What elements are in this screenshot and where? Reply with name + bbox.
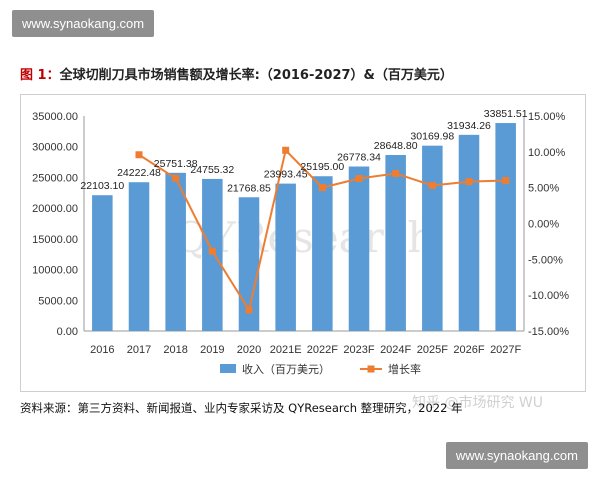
zhihu-watermark: 知乎 @市场研究 WU — [412, 395, 543, 411]
bar-value-label: 31934.26 — [447, 120, 491, 132]
y-right-tick-label: -10.00% — [528, 290, 569, 302]
legend-label-revenue: 收入（百万美元） — [242, 362, 330, 376]
source-note: 资料来源：第三方资料、新闻报道、业内专家采访及 QYResearch 整理研究，… — [20, 401, 463, 415]
bar-value-label: 22103.10 — [80, 180, 124, 192]
y-left-tick-label: 35000.00 — [32, 111, 78, 123]
growth-rate-marker — [282, 146, 290, 154]
y-right-tick-label: 10.00% — [528, 147, 566, 159]
growth-rate-marker — [245, 306, 253, 314]
growth-rate-marker — [172, 174, 180, 182]
chart: QYResearch0.005000.0010000.0015000.00200… — [32, 108, 569, 376]
y-left-tick-label: 0.00 — [57, 326, 78, 338]
y-right-tick-label: -5.00% — [528, 254, 563, 266]
bar-revenue-2026F — [458, 134, 480, 331]
bar-revenue-2017 — [128, 182, 150, 331]
y-right-tick-label: 5.00% — [528, 183, 559, 195]
bar-value-label: 25195.00 — [300, 161, 344, 173]
x-tick-label: 2022F — [307, 344, 338, 356]
bar-revenue-2018 — [165, 172, 186, 331]
bar-revenue-2025F — [422, 145, 443, 331]
bar-value-label: 24755.32 — [190, 164, 234, 176]
y-right-tick-label: -15.00% — [528, 326, 569, 338]
x-tick-label: 2018 — [163, 344, 187, 356]
bar-revenue-2023F — [348, 166, 370, 331]
watermark-top: www.synaokang.com — [12, 10, 155, 37]
y-left-tick-label: 5000.00 — [38, 295, 78, 307]
bar-value-label: 24222.48 — [117, 167, 161, 179]
x-tick-label: 2020 — [237, 344, 261, 356]
bar-revenue-2027F — [495, 123, 516, 331]
chart-title: 图 1：全球切削刀具市场销售额及增长率:（2016-2027）&（百万美元） — [20, 64, 453, 83]
y-left-tick-label: 15000.00 — [32, 234, 78, 246]
growth-rate-marker — [502, 177, 510, 184]
growth-rate-marker — [428, 181, 436, 189]
bar-revenue-2022F — [312, 176, 333, 331]
growth-rate-marker — [318, 184, 326, 192]
bar-value-label: 23993.45 — [264, 169, 308, 181]
legend-marker-growth — [367, 365, 375, 373]
bar-value-label: 21768.85 — [227, 182, 271, 194]
growth-rate-marker — [465, 178, 473, 186]
y-left-tick-label: 30000.00 — [32, 142, 78, 154]
bar-revenue-2024F — [385, 155, 406, 331]
bar-revenue-2016 — [92, 195, 113, 331]
x-tick-label: 2023F — [343, 344, 374, 356]
growth-rate-marker — [355, 174, 363, 182]
x-tick-label: 2026F — [453, 344, 484, 356]
y-left-tick-label: 25000.00 — [32, 172, 78, 184]
y-right-tick-label: 0.00% — [528, 219, 559, 231]
legend-swatch-revenue — [220, 364, 236, 373]
bar-revenue-2021E — [275, 183, 296, 331]
bar-revenue-2020 — [238, 197, 260, 331]
bar-value-label: 25751.38 — [154, 158, 198, 170]
x-tick-label: 2027F — [490, 344, 521, 356]
title-prefix: 图 1： — [20, 68, 60, 83]
title-text: 全球切削刀具市场销售额及增长率:（2016-2027）&（百万美元） — [59, 68, 453, 83]
x-tick-label: 2024F — [380, 344, 411, 356]
chart-frame — [20, 94, 586, 392]
x-tick-label: 2019 — [200, 344, 224, 356]
bar-value-label: 33851.51 — [484, 108, 528, 120]
x-tick-label: 2021E — [270, 344, 302, 356]
y-left-tick-label: 20000.00 — [32, 203, 78, 215]
x-tick-label: 2017 — [127, 344, 151, 356]
x-tick-label: 2025F — [417, 344, 448, 356]
growth-rate-marker — [135, 151, 143, 159]
y-left-tick-label: 10000.00 — [32, 265, 78, 277]
growth-rate-marker — [208, 247, 216, 255]
bar-value-label: 28648.80 — [374, 140, 418, 152]
watermark-bottom: www.synaokang.com — [445, 442, 588, 469]
y-right-tick-label: 15.00% — [528, 111, 566, 123]
legend-label-growth: 增长率 — [388, 362, 421, 376]
bar-revenue-2019 — [202, 178, 223, 331]
growth-rate-marker — [392, 169, 400, 177]
bar-value-label: 30169.98 — [410, 131, 454, 143]
bar-value-label: 26778.34 — [337, 152, 381, 164]
x-tick-label: 2016 — [90, 344, 114, 356]
